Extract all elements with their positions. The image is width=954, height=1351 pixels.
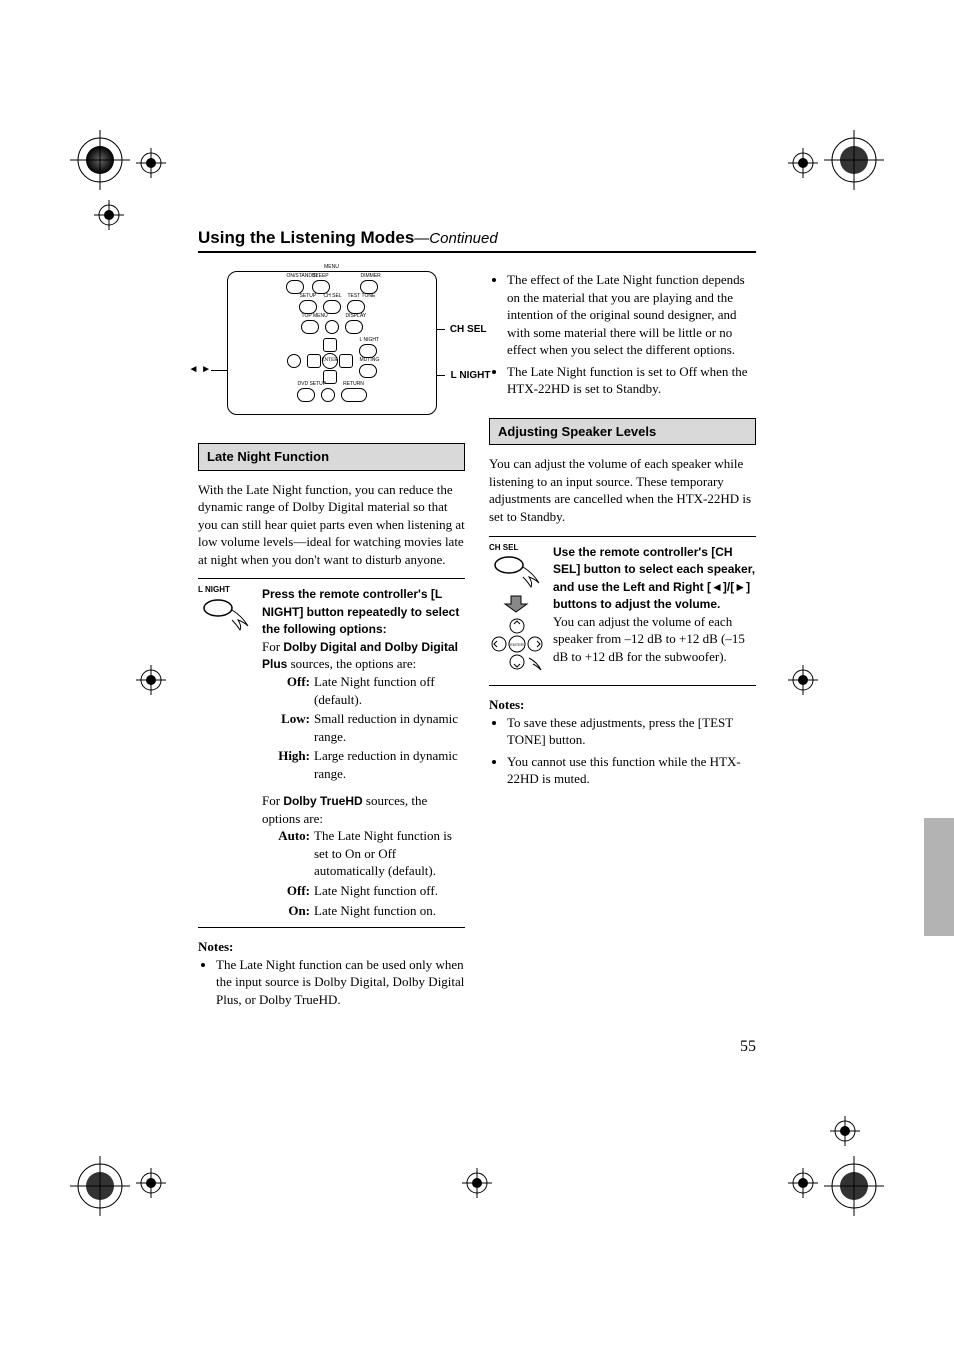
reg-mark-bc xyxy=(462,1168,492,1203)
remote-outline: ON/STANDBY SLEEP DIMMER SETUP CH SEL TES… xyxy=(227,271,437,415)
notes-head-right: Notes: xyxy=(489,696,756,714)
crop-mark-br xyxy=(824,1156,884,1221)
notes-head-left: Notes: xyxy=(198,938,465,956)
late-night-intro: With the Late Night function, you can re… xyxy=(198,481,465,569)
reg-mark-br xyxy=(788,1168,818,1203)
late-night-header: Late Night Function xyxy=(198,443,465,471)
callout-ch-sel: CH SEL xyxy=(450,323,487,337)
dpad-icon: ENTER xyxy=(489,618,545,674)
notes-list-left: The Late Night function can be used only… xyxy=(198,956,465,1009)
svg-text:ENTER: ENTER xyxy=(510,642,524,647)
note-item: To save these adjustments, press the [TE… xyxy=(507,714,756,749)
title-continued: —Continued xyxy=(414,230,497,247)
crop-mark-tl xyxy=(70,130,130,195)
remote-diagram: ◄ ► CH SEL L NIGHT ON/STANDBY SLEEP DIMM… xyxy=(227,271,437,415)
chsel-button-icon: CH SEL xyxy=(489,543,545,679)
callout-l-night: L NIGHT xyxy=(451,369,491,383)
step-instruction: Press the remote controller's [L NIGHT] … xyxy=(262,587,459,636)
crop-mark-bl xyxy=(70,1156,130,1221)
note-item: You cannot use this function while the H… xyxy=(507,753,756,788)
speaker-step-instruction: Use the remote controller's [CH SEL] but… xyxy=(553,545,755,612)
note-item: The Late Night function can be used only… xyxy=(216,956,465,1009)
lnight-button-icon: L NIGHT xyxy=(198,585,254,921)
reg-mark-tl xyxy=(136,148,166,183)
speaker-step-body: You can adjust the volume of each speake… xyxy=(553,614,745,664)
crop-mark-tr xyxy=(824,130,884,195)
reg-mark-mr xyxy=(788,665,818,700)
reg-mark-tr xyxy=(788,148,818,183)
speaker-levels-intro: You can adjust the volume of each speake… xyxy=(489,455,756,525)
speaker-levels-header: Adjusting Speaker Levels xyxy=(489,418,756,446)
page-content: Using the Listening Modes—Continued ◄ ► … xyxy=(198,228,756,1012)
speaker-levels-step: CH SEL xyxy=(489,536,756,686)
left-column: ◄ ► CH SEL L NIGHT ON/STANDBY SLEEP DIMM… xyxy=(198,271,465,1012)
notes-list-right: To save these adjustments, press the [TE… xyxy=(489,714,756,788)
title-text: Using the Listening Modes xyxy=(198,228,414,247)
callout-left: ◄ ► xyxy=(189,363,212,377)
reg-mark-br2 xyxy=(830,1116,860,1151)
late-night-step: L NIGHT Press the remote controller's [L… xyxy=(198,578,465,928)
note-item: The Late Night function is set to Off wh… xyxy=(507,363,756,398)
side-tab xyxy=(924,818,954,936)
thd-options-list: Auto:The Late Night function is set to O… xyxy=(262,827,465,919)
note-item: The effect of the Late Night function de… xyxy=(507,271,756,359)
right-column: The effect of the Late Night function de… xyxy=(489,271,756,1012)
page-title: Using the Listening Modes—Continued xyxy=(198,228,756,253)
reg-mark-ml xyxy=(136,665,166,700)
dd-options-list: Off:Late Night function off (default). L… xyxy=(262,673,465,782)
reg-mark-left xyxy=(94,200,124,235)
notes-continued: The effect of the Late Night function de… xyxy=(489,271,756,398)
page-number: 55 xyxy=(740,1038,756,1056)
reg-mark-bl xyxy=(136,1168,166,1203)
down-arrow-icon xyxy=(489,594,545,614)
